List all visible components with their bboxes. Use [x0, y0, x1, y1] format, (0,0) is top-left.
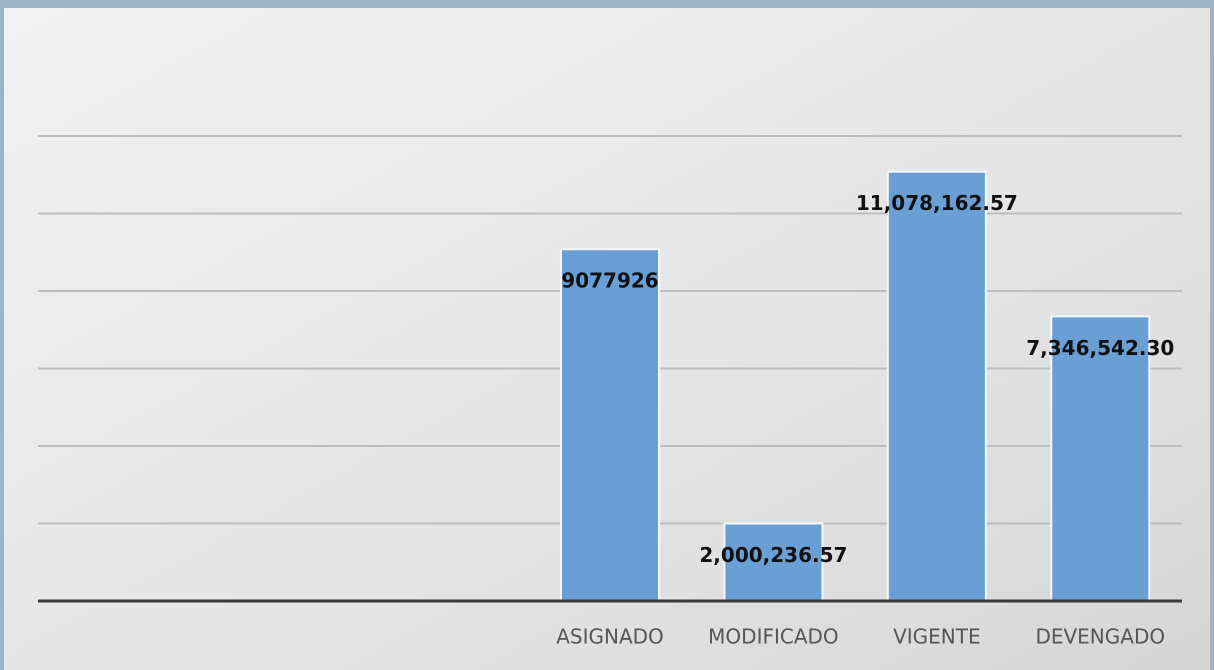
data-label: 9077926	[561, 269, 658, 293]
chart: ASIGNADO 9077926 MODIFICADO 2,000,236.57 VIG…	[0, 0, 1214, 670]
page: ASIGNADO 9077926 MODIFICADO 2,000,236.57 VIG…	[0, 0, 1214, 670]
data-label: 11,078,162.57	[856, 191, 1018, 215]
x-tick-label: DEVENGADO	[1035, 625, 1165, 649]
x-tick-label: VIGENTE	[893, 625, 981, 649]
data-label: 7,346,542.30	[1026, 336, 1174, 360]
data-label: 2,000,236.57	[699, 543, 847, 567]
bar	[561, 249, 659, 601]
x-tick-label: MODIFICADO	[708, 625, 839, 649]
bar	[888, 172, 986, 601]
x-tick-label: ASIGNADO	[556, 625, 664, 649]
